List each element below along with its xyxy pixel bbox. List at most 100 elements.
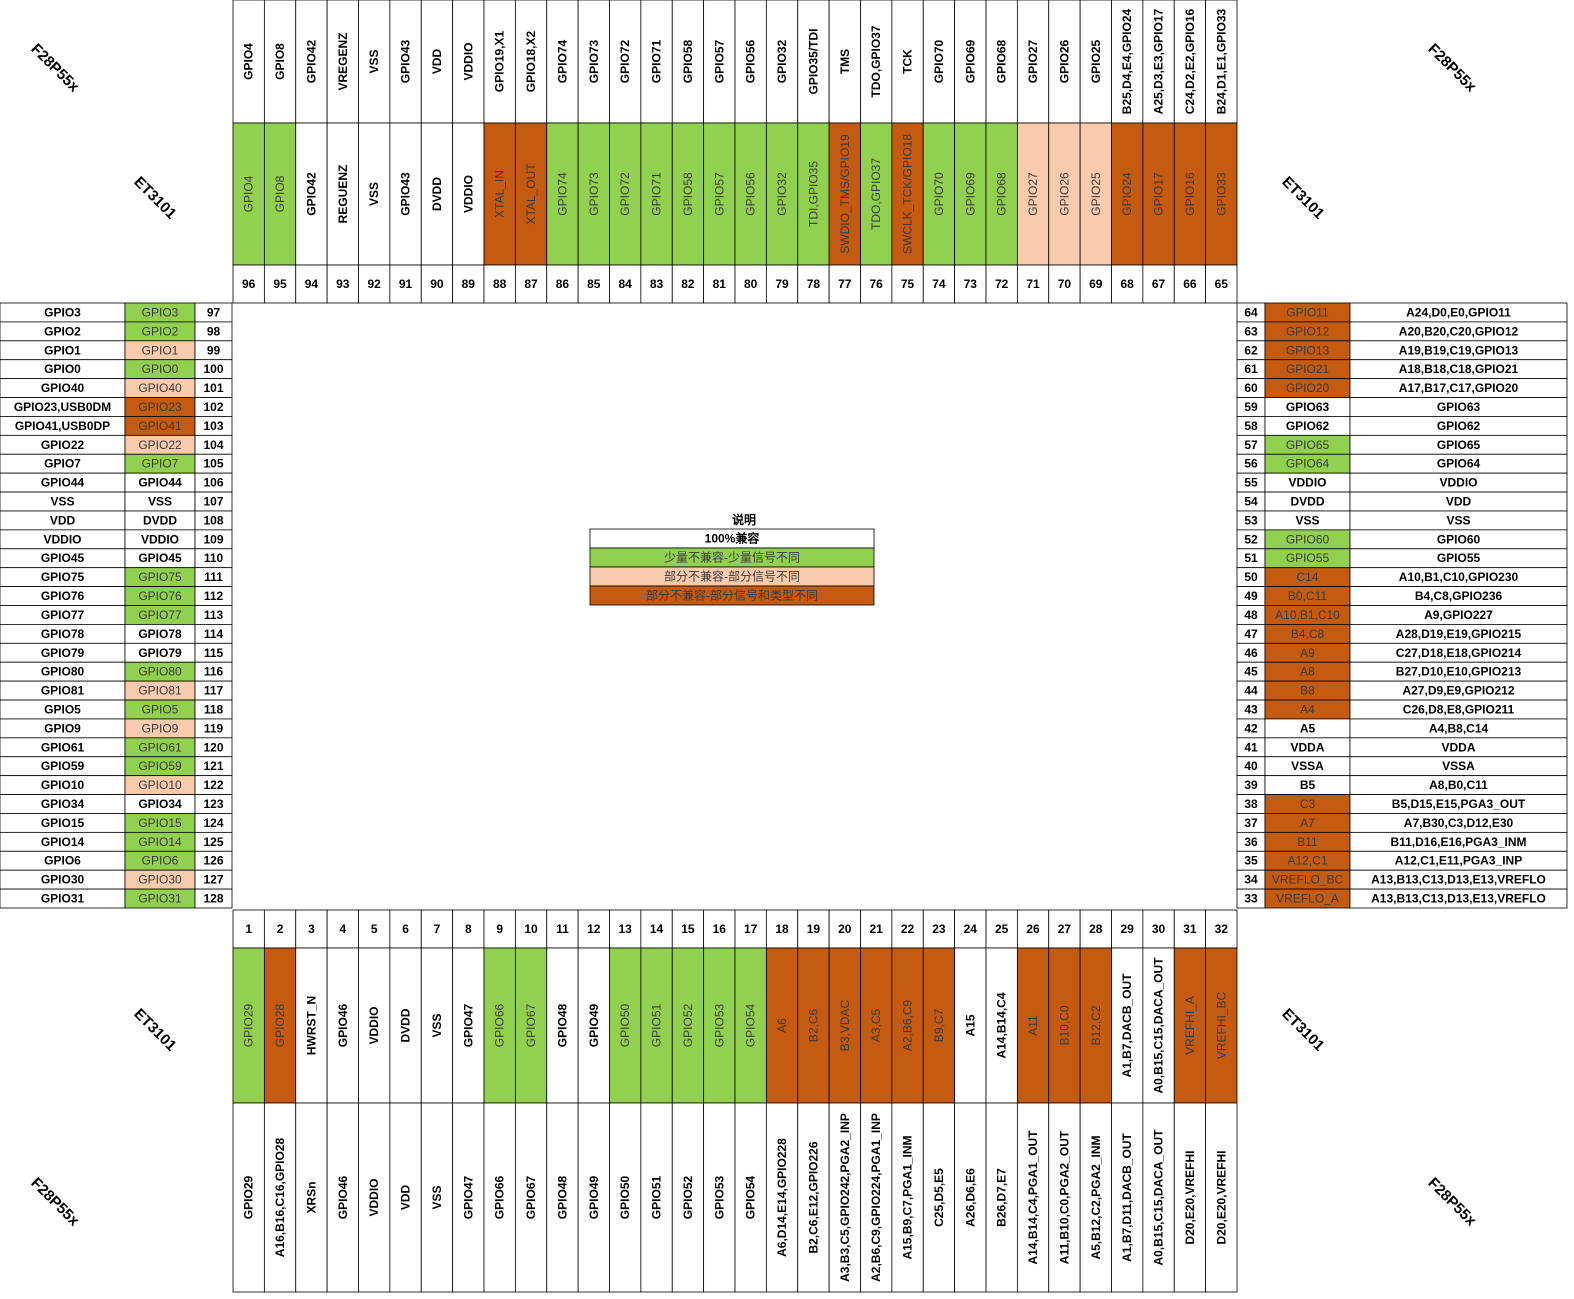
- et3101-pin-name: GPIO68: [995, 172, 1009, 216]
- f28-pin-name: GPIO3: [44, 305, 81, 319]
- f28-pin-name: GPIO59: [41, 759, 85, 773]
- f28-pin-name: TDO,GPIO37: [869, 25, 883, 97]
- pin-number: 23: [932, 922, 946, 936]
- f28-pin-name: GPIO4: [242, 43, 256, 80]
- f28-pin-name: GPIO48: [555, 1176, 569, 1220]
- et3101-pin-name: GPIO44: [138, 476, 182, 490]
- et3101-pin-name: DVDD: [1290, 495, 1324, 509]
- et3101-pin-name-cell: [797, 122, 830, 266]
- et3101-pin-name-cell: [577, 947, 610, 1104]
- f28-pin-name: VDDIO: [367, 1178, 381, 1216]
- f28-pin-name-cell: [1048, 1102, 1081, 1293]
- et3101-pin-name: GPIO6: [142, 854, 179, 868]
- f28-pin-name: TCK: [901, 49, 915, 74]
- f28-pin-name: GPIO14: [41, 835, 85, 849]
- pin-number: 5: [371, 922, 378, 936]
- f28-pin-name: GPIO52: [681, 1176, 695, 1220]
- pin-number-cell: [985, 264, 1018, 304]
- pin-number: 56: [1244, 457, 1258, 471]
- pin-number: 80: [744, 277, 758, 291]
- f28-pin-name-cell: [765, 1102, 799, 1293]
- pin-number: 117: [204, 684, 224, 698]
- et3101-pin-name: GPIO29: [242, 1004, 256, 1048]
- et3101-pin-name: A10,B1,C10: [1275, 608, 1340, 622]
- et3101-pin-name-cell: [1205, 947, 1238, 1104]
- pin-number: 112: [204, 589, 224, 603]
- et3101-pin-name-cell: [358, 122, 391, 266]
- f28-pin-name-cell: [1016, 0, 1050, 124]
- et3101-pin-name: GPIO67: [524, 1004, 538, 1048]
- pin-number: 81: [713, 277, 727, 291]
- f28-pin-name: GPIO26: [1057, 40, 1071, 84]
- f28-pin-name-cell: [703, 1102, 736, 1293]
- et3101-pin-name: GPIO34: [138, 797, 182, 811]
- et3101-pin-name: GPIO33: [1214, 172, 1228, 216]
- et3101-pin-name: GPIO20: [1286, 381, 1330, 395]
- f28-pin-name: VDD: [399, 1185, 413, 1211]
- pin-number: 89: [462, 277, 476, 291]
- et3101-pin-name-cell: [483, 947, 516, 1104]
- f28-pin-name: GPIO46: [336, 1176, 350, 1220]
- f28-pin-name-cell: [452, 1102, 485, 1293]
- f28-pin-name: VSS: [1446, 513, 1470, 527]
- f28-pin-name-cell: [954, 0, 987, 124]
- et3101-pin-name: VDDIO: [461, 175, 475, 213]
- pin-number-cell: [985, 909, 1018, 949]
- pin-number: 70: [1058, 277, 1072, 291]
- et3101-pin-name: A2,B6,C9: [901, 999, 915, 1051]
- f28-pin-name: TMS: [838, 49, 852, 74]
- f28-pin-name: A1,B7,D11,DACB_OUT: [1120, 1132, 1134, 1261]
- et3101-pin-name: GPIO78: [138, 627, 182, 641]
- et3101-pin-name-cell: [1016, 122, 1050, 266]
- f28-pin-name-cell: [1079, 1102, 1112, 1293]
- pin-number-cell: [954, 264, 987, 304]
- pin-number: 55: [1244, 476, 1258, 490]
- et3101-pin-name: VREFHI_A: [1183, 996, 1197, 1055]
- legend-title: 说明: [732, 512, 756, 527]
- f28-pin-name: GPIO55: [1437, 551, 1481, 565]
- pin-number: 93: [336, 277, 350, 291]
- f28-pin-name: GPIO2: [44, 324, 81, 338]
- pin-number: 95: [273, 277, 287, 291]
- pin-number: 103: [203, 419, 223, 433]
- f28-pin-name: D20,E20,VREFHI: [1183, 1150, 1197, 1244]
- et3101-pin-name: B9,C7: [932, 1009, 946, 1043]
- et3101-pin-name: GPIO4: [242, 175, 256, 212]
- f28-pin-name: A19,B19,C19,GPIO13: [1399, 343, 1519, 357]
- f28-pin-name: B5,D15,E15,PGA3_OUT: [1392, 797, 1526, 811]
- et3101-pin-name: GPIO24: [1120, 172, 1134, 216]
- f28-pin-name: A6,D14,E14,GPIO228: [775, 1138, 789, 1257]
- pin-number: 49: [1244, 589, 1258, 603]
- pin-number: 98: [207, 324, 221, 338]
- pin-number: 40: [1244, 759, 1258, 773]
- f28-pin-name: GPIO71: [650, 40, 664, 84]
- et3101-pin-name: GPIO55: [1286, 551, 1330, 565]
- et3101-pin-name: GPIO27: [1026, 172, 1040, 216]
- pin-number-cell: [389, 264, 422, 304]
- f28-pin-name: GPIO23,USB0DM: [14, 400, 111, 414]
- pin-number: 65: [1215, 277, 1229, 291]
- pin-number: 9: [496, 922, 503, 936]
- pin-number: 44: [1244, 684, 1258, 698]
- f28-pin-name-cell: [828, 1102, 861, 1293]
- et3101-pin-name: GPIO31: [138, 892, 182, 906]
- pin-number: 78: [807, 277, 821, 291]
- et3101-pin-name: GPIO54: [744, 1004, 758, 1048]
- f28-pin-name: GPIO76: [41, 589, 85, 603]
- et3101-pin-name: B11: [1297, 835, 1318, 849]
- et3101-pin-name-cell: [1048, 947, 1081, 1104]
- et3101-pin-name-cell: [1111, 122, 1144, 266]
- f28-pin-name-cell: [546, 1102, 579, 1293]
- pin-number-cell: [954, 909, 987, 949]
- f28-pin-name: VSS: [367, 49, 381, 73]
- f28-pin-name-cell: [358, 1102, 391, 1293]
- pin-number: 102: [203, 400, 223, 414]
- f28-pin-name: A13,B13,C13,D13,E13,VREFLO: [1371, 892, 1546, 906]
- pin-number-cell: [194, 888, 233, 909]
- et3101-pin-name-cell: [703, 947, 736, 1104]
- f28-pin-name-cell: [389, 0, 422, 124]
- f28-pin-name-cell: [860, 1102, 893, 1293]
- pin-number: 69: [1089, 277, 1103, 291]
- f28-pin-name: GPIO25: [1089, 40, 1103, 84]
- f28-pin-name-cell: [295, 1102, 328, 1293]
